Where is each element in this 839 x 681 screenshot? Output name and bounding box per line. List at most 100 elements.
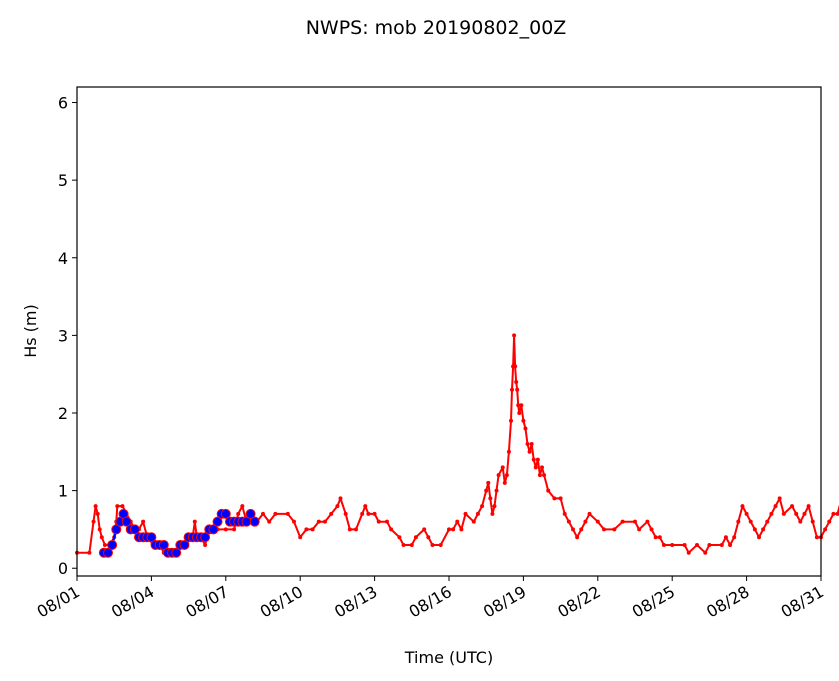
data-point xyxy=(512,333,517,338)
data-point xyxy=(517,411,522,415)
x-tick-label: 08/16 xyxy=(406,582,455,622)
data-point xyxy=(765,519,770,524)
data-point xyxy=(661,542,666,547)
data-point xyxy=(220,508,231,519)
data-point xyxy=(426,535,431,540)
data-point xyxy=(475,511,480,516)
data-point xyxy=(496,473,501,478)
data-point xyxy=(510,387,515,392)
data-point xyxy=(335,504,340,509)
data-point xyxy=(595,519,600,524)
data-point xyxy=(484,488,489,493)
data-point xyxy=(459,527,464,532)
data-point xyxy=(806,504,811,509)
data-point xyxy=(385,519,389,524)
data-point xyxy=(422,527,427,532)
data-point xyxy=(372,511,377,516)
data-point xyxy=(347,527,352,532)
data-point xyxy=(480,504,485,509)
data-point xyxy=(575,535,580,540)
data-point xyxy=(343,511,348,516)
data-point xyxy=(566,519,571,524)
data-point xyxy=(562,511,567,516)
data-point xyxy=(203,542,208,547)
x-axis: 08/01 08/04 08/07 08/10 08/13 08/16 08/19 08/22… xyxy=(34,576,827,622)
data-point xyxy=(304,527,309,532)
data-point xyxy=(506,449,511,454)
x-tick-label: 08/04 xyxy=(108,582,157,622)
data-point xyxy=(781,511,786,516)
data-point xyxy=(338,496,343,501)
data-point xyxy=(695,542,699,547)
data-point xyxy=(519,403,524,408)
y-tick-label: 3 xyxy=(58,326,68,345)
data-point xyxy=(802,511,807,516)
data-point xyxy=(602,527,606,532)
data-point xyxy=(546,488,551,493)
data-point xyxy=(363,504,368,509)
data-point xyxy=(525,442,530,447)
data-point xyxy=(686,550,691,555)
data-point xyxy=(171,547,182,558)
data-point xyxy=(515,387,520,392)
data-point xyxy=(571,527,575,532)
data-point xyxy=(463,511,468,516)
data-point xyxy=(535,457,540,462)
data-point xyxy=(298,535,303,540)
data-point xyxy=(513,364,518,369)
data-point xyxy=(486,480,491,485)
y-tick-label: 1 xyxy=(58,482,68,501)
data-point xyxy=(471,519,476,524)
data-point xyxy=(736,519,741,524)
plot-area xyxy=(75,333,839,558)
data-point xyxy=(732,535,737,540)
data-point xyxy=(728,542,733,547)
data-point xyxy=(612,527,617,532)
data-point xyxy=(637,527,642,532)
data-point xyxy=(310,527,315,532)
x-tick-label: 08/07 xyxy=(182,582,231,622)
data-point xyxy=(120,504,125,509)
data-point xyxy=(527,449,532,454)
data-point xyxy=(129,524,140,535)
data-point xyxy=(240,504,245,509)
data-point xyxy=(329,511,334,516)
data-point xyxy=(245,508,256,519)
data-point xyxy=(558,496,563,501)
data-point xyxy=(316,519,321,524)
data-point xyxy=(397,535,402,540)
data-point xyxy=(103,547,113,558)
data-point xyxy=(723,535,728,540)
data-point xyxy=(146,532,157,543)
data-point xyxy=(438,542,443,547)
y-tick-label: 5 xyxy=(58,171,68,190)
data-point xyxy=(533,465,538,470)
data-point xyxy=(158,539,169,550)
data-point xyxy=(200,532,211,543)
data-point xyxy=(490,511,495,516)
data-point xyxy=(794,511,799,516)
y-tick-label: 0 xyxy=(58,559,68,578)
data-point xyxy=(93,504,98,509)
data-point xyxy=(752,527,757,532)
data-point xyxy=(744,511,749,516)
data-point xyxy=(542,473,547,478)
data-point xyxy=(707,542,712,547)
data-point xyxy=(579,527,584,532)
y-axis-label: Hs (m) xyxy=(21,304,40,358)
data-point xyxy=(223,527,228,532)
data-point xyxy=(645,519,650,524)
data-point xyxy=(366,511,371,516)
data-point xyxy=(115,504,120,509)
data-point xyxy=(451,527,456,532)
data-point xyxy=(823,527,828,532)
data-point xyxy=(401,542,406,547)
y-tick-label: 2 xyxy=(58,404,68,423)
data-point xyxy=(500,465,505,470)
data-point xyxy=(516,403,521,408)
x-tick-label: 08/13 xyxy=(331,582,380,622)
data-point xyxy=(540,465,544,470)
data-point xyxy=(360,511,365,516)
series-2 xyxy=(98,508,260,558)
data-point xyxy=(95,511,100,516)
